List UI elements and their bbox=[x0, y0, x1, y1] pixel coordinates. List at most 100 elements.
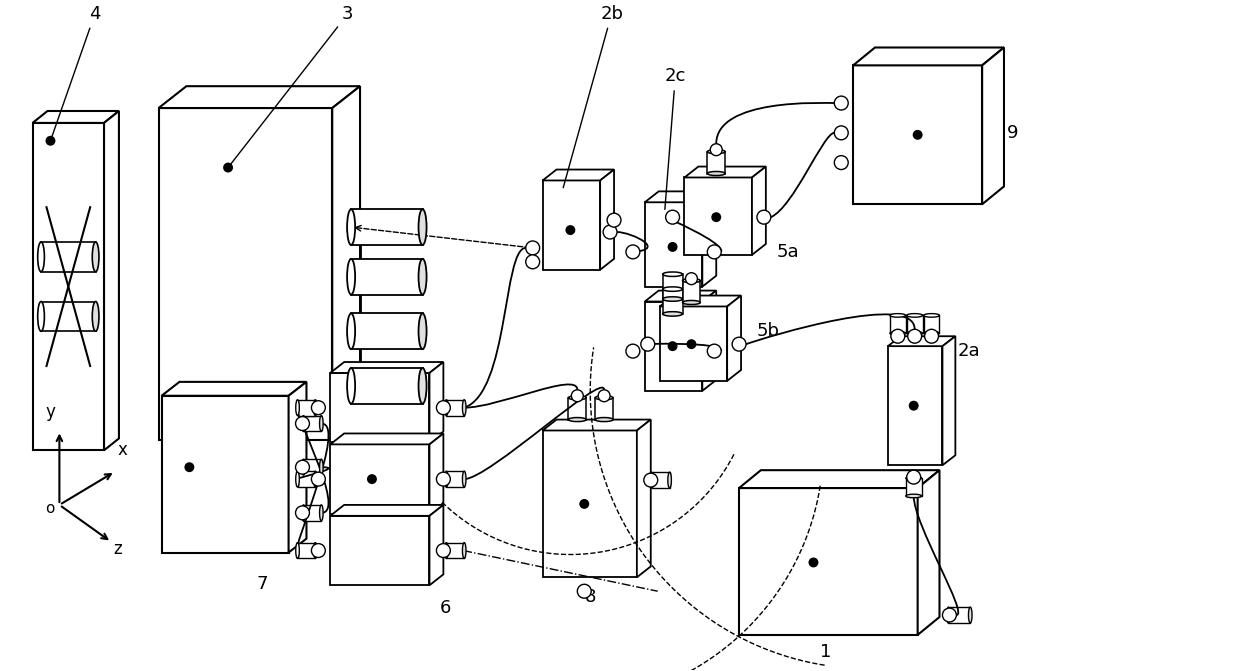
Ellipse shape bbox=[419, 259, 426, 295]
Polygon shape bbox=[331, 505, 444, 516]
Text: 6: 6 bbox=[440, 599, 451, 617]
Ellipse shape bbox=[663, 311, 683, 316]
Ellipse shape bbox=[301, 459, 305, 475]
Ellipse shape bbox=[347, 209, 356, 245]
Bar bbox=[652, 472, 669, 488]
Ellipse shape bbox=[92, 242, 99, 272]
Circle shape bbox=[607, 213, 621, 227]
Ellipse shape bbox=[419, 209, 426, 245]
Ellipse shape bbox=[445, 543, 449, 558]
Polygon shape bbox=[644, 301, 703, 391]
Ellipse shape bbox=[923, 313, 939, 317]
Polygon shape bbox=[32, 123, 104, 450]
Circle shape bbox=[732, 338, 746, 351]
Polygon shape bbox=[888, 336, 955, 346]
Ellipse shape bbox=[445, 400, 449, 415]
Text: y: y bbox=[46, 403, 56, 421]
Polygon shape bbox=[331, 433, 444, 444]
Text: 7: 7 bbox=[256, 575, 269, 593]
Polygon shape bbox=[854, 48, 1004, 65]
Ellipse shape bbox=[301, 505, 305, 521]
Circle shape bbox=[296, 460, 310, 474]
Circle shape bbox=[580, 499, 590, 509]
Polygon shape bbox=[659, 295, 741, 307]
Polygon shape bbox=[644, 202, 703, 287]
Polygon shape bbox=[983, 48, 1004, 204]
Ellipse shape bbox=[347, 259, 356, 295]
Bar bbox=[41, 242, 95, 272]
Circle shape bbox=[834, 96, 849, 110]
Ellipse shape bbox=[906, 476, 922, 480]
Bar bbox=[663, 289, 683, 314]
Polygon shape bbox=[32, 111, 119, 123]
Polygon shape bbox=[159, 86, 361, 108]
Circle shape bbox=[525, 241, 540, 255]
Polygon shape bbox=[332, 86, 361, 440]
Ellipse shape bbox=[462, 543, 466, 558]
Ellipse shape bbox=[301, 415, 305, 431]
Ellipse shape bbox=[906, 494, 922, 498]
Polygon shape bbox=[430, 505, 444, 585]
Circle shape bbox=[525, 255, 540, 269]
Circle shape bbox=[436, 401, 450, 415]
Bar bbox=[297, 543, 316, 558]
Ellipse shape bbox=[313, 400, 317, 415]
Bar bbox=[304, 505, 321, 521]
Circle shape bbox=[598, 390, 610, 402]
Polygon shape bbox=[331, 444, 430, 514]
Circle shape bbox=[710, 144, 722, 156]
Text: 8: 8 bbox=[585, 588, 596, 606]
Ellipse shape bbox=[683, 301, 700, 305]
Bar bbox=[595, 398, 613, 419]
Ellipse shape bbox=[907, 313, 923, 317]
Circle shape bbox=[223, 162, 233, 172]
Circle shape bbox=[686, 340, 696, 349]
Circle shape bbox=[707, 245, 721, 259]
Text: 2b: 2b bbox=[564, 5, 623, 188]
Ellipse shape bbox=[419, 368, 426, 404]
Circle shape bbox=[296, 417, 310, 431]
Polygon shape bbox=[738, 488, 918, 635]
Bar bbox=[351, 313, 422, 349]
Ellipse shape bbox=[890, 313, 906, 317]
Polygon shape bbox=[543, 431, 637, 577]
Ellipse shape bbox=[663, 287, 683, 291]
Polygon shape bbox=[738, 470, 939, 488]
Ellipse shape bbox=[683, 278, 700, 282]
Polygon shape bbox=[543, 419, 650, 431]
Ellipse shape bbox=[92, 301, 99, 331]
Ellipse shape bbox=[347, 313, 356, 349]
Circle shape bbox=[436, 472, 450, 486]
Circle shape bbox=[908, 329, 922, 343]
Polygon shape bbox=[644, 191, 716, 202]
Bar bbox=[446, 400, 465, 415]
Polygon shape bbox=[888, 346, 943, 465]
Circle shape bbox=[685, 272, 698, 285]
Polygon shape bbox=[918, 470, 939, 635]
Text: z: z bbox=[113, 539, 121, 558]
Circle shape bbox=[668, 242, 678, 252]
Circle shape bbox=[571, 390, 584, 402]
Text: x: x bbox=[118, 442, 128, 459]
Ellipse shape bbox=[890, 331, 906, 335]
Ellipse shape bbox=[445, 471, 449, 487]
Ellipse shape bbox=[320, 505, 323, 521]
Polygon shape bbox=[703, 291, 716, 391]
Circle shape bbox=[311, 544, 326, 558]
Circle shape bbox=[185, 462, 195, 472]
Bar bbox=[923, 315, 939, 333]
Text: 4: 4 bbox=[51, 5, 100, 138]
Ellipse shape bbox=[320, 415, 323, 431]
Polygon shape bbox=[703, 191, 716, 287]
Circle shape bbox=[577, 584, 591, 598]
Ellipse shape bbox=[947, 607, 950, 623]
Bar bbox=[890, 315, 906, 333]
Polygon shape bbox=[684, 177, 752, 255]
Circle shape bbox=[311, 472, 326, 486]
Ellipse shape bbox=[663, 272, 683, 276]
Circle shape bbox=[665, 210, 679, 224]
Bar bbox=[569, 398, 586, 419]
Circle shape bbox=[565, 225, 575, 235]
Polygon shape bbox=[331, 516, 430, 585]
Bar bbox=[663, 274, 683, 299]
